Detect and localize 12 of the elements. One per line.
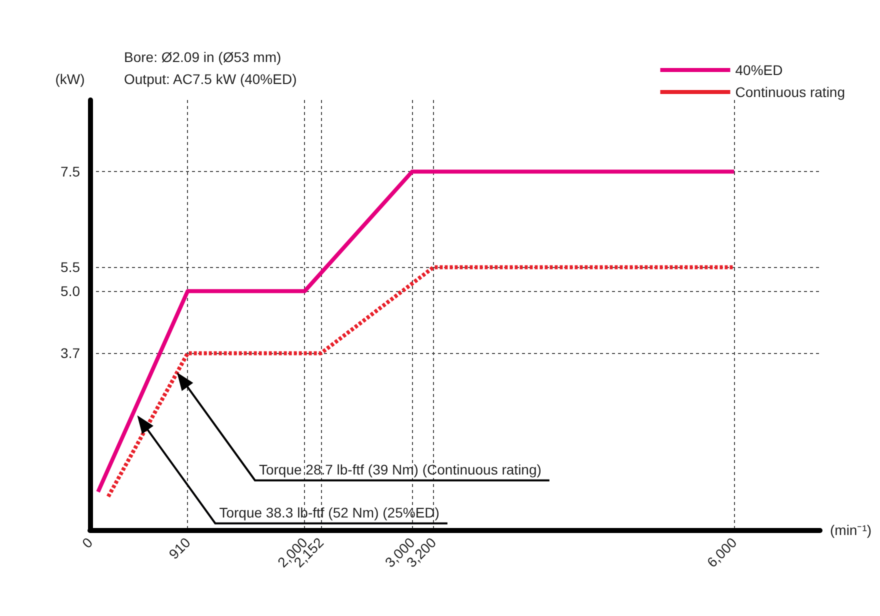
y-tick-label: 7.5 bbox=[60, 164, 80, 180]
text: Bore: Ø2.09 in (Ø53 mm) bbox=[124, 49, 282, 65]
y-tick-label: 5.5 bbox=[60, 259, 80, 276]
x-tick-label: 0 bbox=[78, 534, 96, 552]
x-axis-title: (min⁻¹) bbox=[830, 522, 872, 538]
y-tick-label: 5.0 bbox=[60, 283, 80, 300]
y-axis-title: (kW) bbox=[55, 71, 85, 87]
x-tick-label: 910 bbox=[166, 534, 194, 562]
legend-label: 40%ED bbox=[735, 62, 783, 78]
legend-label: Continuous rating bbox=[735, 84, 846, 100]
y-tick-label: 3.7 bbox=[60, 345, 80, 362]
text: Output: AC7.5 kW (40%ED) bbox=[124, 71, 297, 87]
